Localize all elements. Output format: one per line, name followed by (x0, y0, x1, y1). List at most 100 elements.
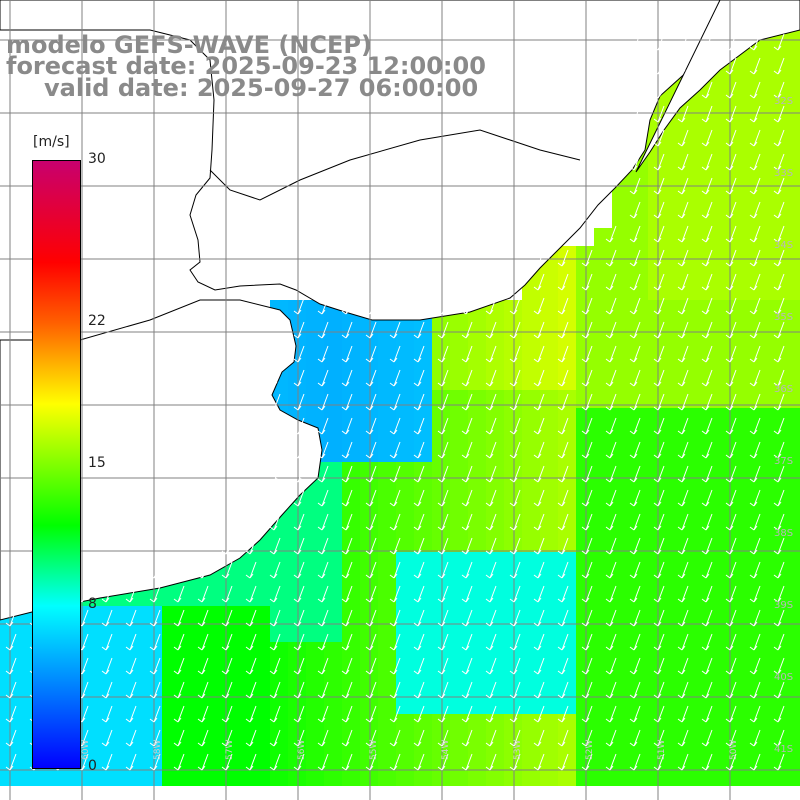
wind-arrow (341, 513, 353, 531)
wind-speed-cell (702, 768, 720, 786)
wind-speed-cell (648, 390, 666, 408)
wind-speed-cell (306, 390, 324, 408)
wind-speed-cell (504, 480, 522, 498)
wind-speed-cell (756, 606, 774, 624)
wind-speed-cell (180, 714, 198, 732)
wind-speed-cell (738, 678, 756, 696)
wind-arrow (653, 681, 665, 699)
wind-speed-cell (792, 156, 800, 174)
wind-speed-cell (522, 354, 540, 372)
wind-speed-cell (396, 714, 414, 732)
wind-arrow (317, 393, 329, 411)
wind-speed-cell (594, 660, 612, 678)
wind-arrow (653, 57, 665, 75)
wind-speed-cell (432, 390, 450, 408)
wind-speed-cell (378, 354, 396, 372)
wind-arrow (725, 249, 737, 267)
wind-speed-cell (720, 462, 738, 480)
wind-speed-cell (486, 408, 504, 426)
colorbar-tick-label: 15 (88, 454, 106, 471)
wind-speed-cell (252, 714, 270, 732)
wind-speed-cell (612, 570, 630, 588)
wind-speed-cell (468, 732, 486, 750)
wind-speed-cell (666, 570, 684, 588)
wind-arrow (437, 585, 449, 603)
wind-speed-cell (396, 624, 414, 642)
wind-arrow (653, 633, 665, 651)
wind-speed-cell (324, 570, 342, 588)
wind-speed-cell (576, 390, 594, 408)
wind-arrow (389, 321, 401, 339)
wind-speed-cell (648, 678, 666, 696)
wind-speed-cell (576, 282, 594, 300)
wind-speed-cell (396, 534, 414, 552)
wind-speed-cell (720, 354, 738, 372)
wind-speed-cell (756, 678, 774, 696)
wind-arrow (605, 513, 617, 531)
wind-speed-cell (774, 102, 792, 120)
wind-speed-cell (612, 426, 630, 444)
wind-speed-cell (738, 750, 756, 768)
wind-speed-cell (702, 588, 720, 606)
wind-arrow (677, 33, 689, 51)
wind-speed-cell (486, 606, 504, 624)
wind-speed-cell (792, 444, 800, 462)
wind-arrow (773, 153, 785, 171)
wind-speed-cell (666, 606, 684, 624)
wind-speed-cell (306, 534, 324, 552)
wind-arrow (389, 417, 401, 435)
wind-speed-cell (378, 498, 396, 516)
wind-arrow (605, 321, 617, 339)
wind-arrow (365, 705, 377, 723)
wind-speed-cell (756, 282, 774, 300)
wind-speed-cell (612, 696, 630, 714)
wind-speed-cell (666, 678, 684, 696)
wind-arrow (581, 273, 593, 291)
wind-speed-cell (756, 480, 774, 498)
wind-speed-cell (378, 372, 396, 390)
wind-arrow (701, 369, 713, 387)
wind-arrow (773, 657, 785, 675)
wind-speed-cell (576, 246, 594, 264)
wind-arrow (365, 729, 377, 747)
wind-speed-cell (648, 408, 666, 426)
wind-arrow (701, 441, 713, 459)
wind-arrow (581, 753, 593, 771)
wind-arrow (461, 681, 473, 699)
wind-speed-cell (684, 372, 702, 390)
wind-speed-cell (432, 714, 450, 732)
wind-speed-cell (126, 678, 144, 696)
wind-arrow (197, 729, 209, 747)
wind-speed-cell (0, 624, 18, 642)
wind-speed-cell (522, 534, 540, 552)
wind-speed-cell (342, 354, 360, 372)
wind-speed-cell (648, 300, 666, 318)
wind-speed-cell (630, 660, 648, 678)
wind-arrow (701, 537, 713, 555)
wind-speed-cell (324, 732, 342, 750)
wind-speed-cell (630, 462, 648, 480)
wind-arrow (557, 393, 569, 411)
wind-speed-cell (522, 336, 540, 354)
wind-speed-cell (486, 372, 504, 390)
wind-speed-cell (774, 714, 792, 732)
wind-arrow (749, 297, 761, 315)
wind-arrow (557, 249, 569, 267)
wind-speed-cell (792, 534, 800, 552)
wind-arrow (317, 417, 329, 435)
wind-speed-cell (180, 606, 198, 624)
wind-arrow (533, 249, 545, 267)
wind-arrow (293, 417, 305, 435)
wind-speed-cell (342, 696, 360, 714)
wind-arrow (485, 657, 497, 675)
wind-speed-cell (774, 120, 792, 138)
wind-speed-cell (702, 300, 720, 318)
wind-speed-cell (756, 102, 774, 120)
wind-speed-cell (738, 336, 756, 354)
wind-speed-cell (756, 570, 774, 588)
wind-speed-cell (720, 606, 738, 624)
wind-speed-cell (792, 570, 800, 588)
wind-speed-cell (396, 336, 414, 354)
wind-speed-cell (324, 336, 342, 354)
wind-speed-cell (108, 768, 126, 786)
